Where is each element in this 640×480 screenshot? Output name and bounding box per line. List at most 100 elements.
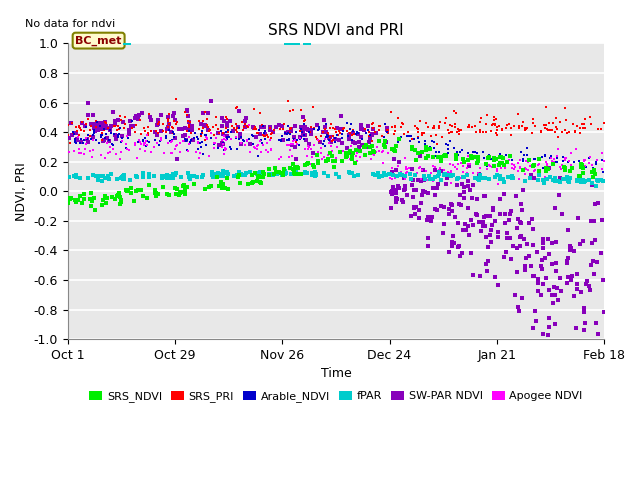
Point <box>592 177 602 184</box>
Point <box>367 137 377 145</box>
Point <box>344 135 355 143</box>
Point <box>292 140 302 148</box>
Point <box>504 120 515 128</box>
Point <box>141 142 151 150</box>
Point <box>234 168 244 176</box>
Point <box>390 147 401 155</box>
Point <box>93 126 104 133</box>
Point <box>210 140 220 147</box>
Point <box>72 127 82 135</box>
Point <box>580 124 590 132</box>
Point <box>489 113 499 121</box>
Point <box>516 219 526 227</box>
Point <box>257 139 268 146</box>
Point <box>449 108 460 115</box>
Point <box>541 125 552 132</box>
Point <box>538 239 548 247</box>
Point <box>542 175 552 182</box>
Point <box>300 169 310 177</box>
Point <box>549 284 559 291</box>
Point <box>449 240 459 247</box>
Point <box>86 135 97 143</box>
Point <box>102 124 113 132</box>
Point <box>158 127 168 135</box>
Point <box>473 157 483 165</box>
Point <box>240 171 250 179</box>
Point <box>194 125 204 133</box>
Point <box>541 168 551 175</box>
Title: SRS NDVI and PRI: SRS NDVI and PRI <box>268 23 404 38</box>
Point <box>357 141 367 149</box>
Point <box>436 177 446 184</box>
Point <box>433 172 443 180</box>
Point <box>559 164 569 171</box>
Point <box>487 221 497 229</box>
Point <box>209 144 219 152</box>
Point <box>472 153 483 161</box>
Point <box>328 124 339 132</box>
Point <box>579 178 589 186</box>
Point <box>538 244 548 252</box>
Point <box>97 129 108 136</box>
Point <box>402 165 412 173</box>
Point <box>232 103 242 110</box>
Point <box>168 129 178 137</box>
Point <box>134 136 144 144</box>
Point <box>127 124 137 132</box>
Point <box>394 135 404 143</box>
Point <box>347 169 357 177</box>
Point <box>212 169 223 177</box>
Point <box>590 170 600 178</box>
Point <box>211 121 221 129</box>
Point <box>268 128 278 135</box>
Point <box>522 124 532 132</box>
Point <box>552 155 563 162</box>
Point <box>511 192 521 199</box>
Point <box>573 215 584 222</box>
Point <box>207 171 217 179</box>
Point <box>554 296 564 304</box>
Point <box>319 169 329 177</box>
Point <box>115 156 125 163</box>
Point <box>376 148 387 156</box>
Point <box>92 119 102 127</box>
Point <box>419 177 429 184</box>
Point <box>308 161 318 169</box>
Point <box>70 137 80 144</box>
Point <box>488 120 498 128</box>
Point <box>414 164 424 172</box>
Point <box>141 137 152 145</box>
Point <box>161 132 172 140</box>
Point <box>472 159 482 167</box>
Point <box>549 158 559 166</box>
Point <box>166 137 177 145</box>
Point <box>353 129 364 136</box>
Point <box>248 140 258 147</box>
Point <box>520 126 531 133</box>
Point <box>423 153 433 160</box>
Point <box>189 172 199 180</box>
Point <box>246 180 257 187</box>
Point <box>266 145 276 153</box>
Point <box>443 168 453 176</box>
Point <box>250 123 260 131</box>
Point <box>479 222 490 230</box>
Point <box>422 234 433 241</box>
Point <box>425 145 435 153</box>
Point <box>536 256 547 264</box>
Point <box>299 120 309 128</box>
Point <box>580 156 591 164</box>
Point <box>545 155 555 162</box>
Point <box>84 132 95 140</box>
Point <box>191 148 201 156</box>
Point <box>319 154 329 161</box>
Point <box>499 191 509 198</box>
Point <box>88 129 99 137</box>
Point <box>236 139 246 147</box>
Point <box>172 190 182 197</box>
Point <box>454 201 465 208</box>
Point <box>528 324 538 332</box>
Point <box>516 232 526 240</box>
Point <box>328 157 339 165</box>
Point <box>225 129 236 136</box>
